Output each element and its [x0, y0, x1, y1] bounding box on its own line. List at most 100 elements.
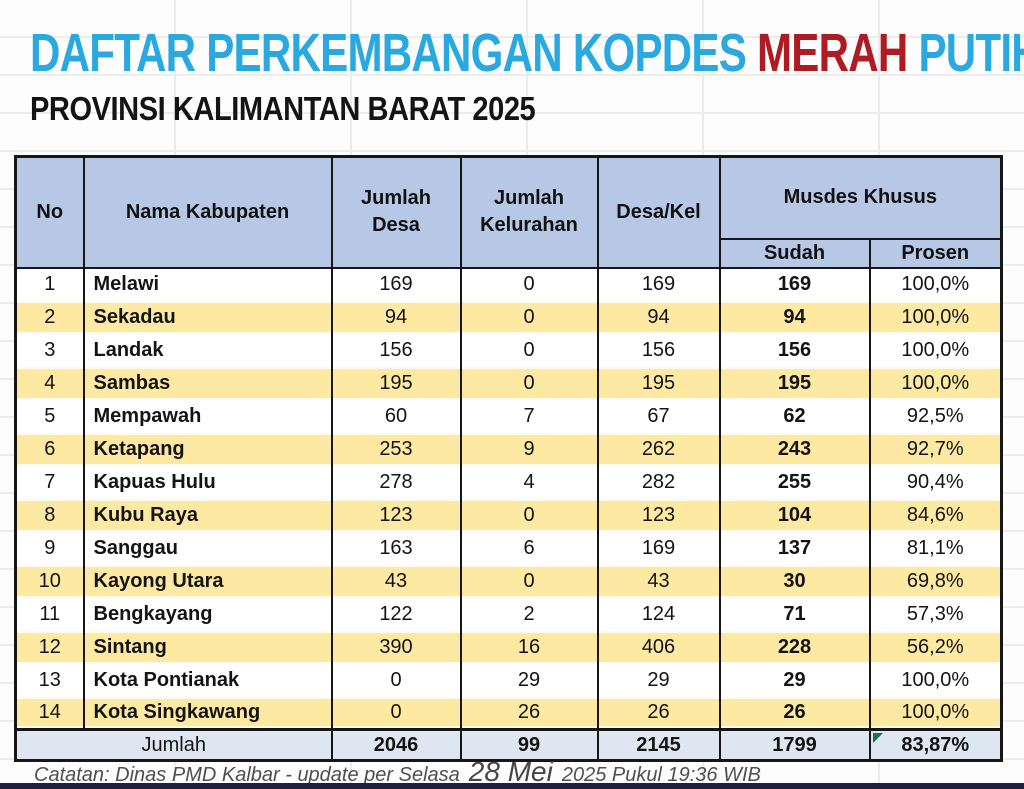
table-row: 13 Kota Pontianak 0 29 29 29 100,0% — [14, 663, 1003, 697]
cell-jumlah-kelurahan: 26 — [459, 696, 599, 730]
cell-musdes-sudah: 62 — [718, 399, 871, 433]
cell-musdes-prosen: 69,8% — [868, 564, 1003, 598]
cell-jumlah-kelurahan: 9 — [459, 432, 599, 466]
cell-musdes-prosen: 100,0% — [868, 696, 1003, 730]
cell-musdes-sudah: 29 — [718, 663, 871, 697]
cell-no: 8 — [14, 498, 85, 532]
cell-musdes-sudah: 195 — [718, 366, 871, 400]
cell-musdes-prosen: 92,7% — [868, 432, 1003, 466]
cell-musdes-sudah: 156 — [718, 333, 871, 367]
cell-musdes-sudah: 228 — [718, 630, 871, 664]
cell-jumlah-desa: 253 — [330, 432, 462, 466]
cell-no: 10 — [14, 564, 85, 598]
kopdes-table: No Nama Kabupaten Jumlah Desa Jumlah Kel… — [14, 155, 1004, 762]
cell-musdes-sudah: 71 — [718, 597, 871, 631]
cell-desa-kel: 195 — [596, 366, 721, 400]
cell-no: 6 — [14, 432, 85, 466]
cell-jumlah-kelurahan: 7 — [459, 399, 599, 433]
header-jumlah-kelurahan: Jumlah Kelurahan — [459, 155, 599, 269]
cell-desa-kel: 94 — [596, 300, 721, 334]
cell-musdes-sudah: 94 — [718, 300, 871, 334]
table-row: 12 Sintang 390 16 406 228 56,2% — [14, 630, 1003, 664]
table-row: 4 Sambas 195 0 195 195 100,0% — [14, 366, 1003, 400]
cell-jumlah-kelurahan: 0 — [459, 366, 599, 400]
header-musdes-khusus: Musdes Khusus — [718, 155, 1003, 240]
cell-musdes-sudah: 255 — [718, 465, 871, 499]
cell-desa-kel: 67 — [596, 399, 721, 433]
page-subtitle: PROVINSI KALIMANTAN BARAT 2025 — [30, 90, 536, 127]
cell-jumlah-kelurahan: 0 — [459, 300, 599, 334]
total-prosen-value: 83,87% — [901, 733, 970, 756]
cell-kabupaten-name: Kayong Utara — [82, 564, 333, 598]
cell-kabupaten-name: Kubu Raya — [82, 498, 333, 532]
cell-jumlah-desa: 123 — [330, 498, 462, 532]
cell-no: 1 — [14, 267, 85, 301]
cell-jumlah-desa: 43 — [330, 564, 462, 598]
cell-musdes-prosen: 57,3% — [868, 597, 1003, 631]
cell-kabupaten-name: Melawi — [82, 267, 333, 301]
cell-musdes-prosen: 81,1% — [868, 531, 1003, 565]
cell-desa-kel: 156 — [596, 333, 721, 367]
cell-musdes-prosen: 100,0% — [868, 300, 1003, 334]
table-row: 1 Melawi 169 0 169 169 100,0% — [14, 267, 1003, 301]
cell-no: 5 — [14, 399, 85, 433]
cell-musdes-prosen: 92,5% — [868, 399, 1003, 433]
header-sudah: Sudah — [718, 237, 871, 269]
cell-musdes-prosen: 56,2% — [868, 630, 1003, 664]
table-row: 8 Kubu Raya 123 0 123 104 84,6% — [14, 498, 1003, 532]
cell-desa-kel: 169 — [596, 267, 721, 301]
cell-desa-kel: 123 — [596, 498, 721, 532]
title-part-blue-2: PUTIH — [918, 23, 1024, 83]
cell-jumlah-desa: 0 — [330, 696, 462, 730]
cell-no: 9 — [14, 531, 85, 565]
table-row: 6 Ketapang 253 9 262 243 92,7% — [14, 432, 1003, 466]
cell-musdes-sudah: 30 — [718, 564, 871, 598]
table-body: 1 Melawi 169 0 169 169 100,0% 2 Sekadau … — [14, 267, 1003, 730]
table-row: 5 Mempawah 60 7 67 62 92,5% — [14, 399, 1003, 433]
cell-jumlah-kelurahan: 0 — [459, 267, 599, 301]
cell-jumlah-desa: 195 — [330, 366, 462, 400]
cell-kabupaten-name: Sambas — [82, 366, 333, 400]
cell-no: 14 — [14, 696, 85, 730]
cell-kabupaten-name: Mempawah — [82, 399, 333, 433]
cell-musdes-prosen: 100,0% — [868, 333, 1003, 367]
table-row: 10 Kayong Utara 43 0 43 30 69,8% — [14, 564, 1003, 598]
table-total-row: Jumlah 2046 99 2145 1799 83,87% — [14, 728, 1003, 762]
cell-no: 3 — [14, 333, 85, 367]
footer-note-prefix: Catatan: Dinas PMD Kalbar - update per S… — [34, 764, 460, 786]
cell-jumlah-kelurahan: 16 — [459, 630, 599, 664]
table-header: No Nama Kabupaten Jumlah Desa Jumlah Kel… — [14, 155, 1003, 269]
cell-kabupaten-name: Sekadau — [82, 300, 333, 334]
table-row: 2 Sekadau 94 0 94 94 100,0% — [14, 300, 1003, 334]
cell-musdes-sudah: 104 — [718, 498, 871, 532]
cell-jumlah-desa: 0 — [330, 663, 462, 697]
cell-kabupaten-name: Ketapang — [82, 432, 333, 466]
table-row: 7 Kapuas Hulu 278 4 282 255 90,4% — [14, 465, 1003, 499]
footer-note: Catatan: Dinas PMD Kalbar - update per S… — [34, 756, 984, 788]
cell-desa-kel: 282 — [596, 465, 721, 499]
cell-jumlah-desa: 156 — [330, 333, 462, 367]
cell-jumlah-kelurahan: 29 — [459, 663, 599, 697]
header-no: No — [14, 155, 85, 269]
cell-jumlah-kelurahan: 4 — [459, 465, 599, 499]
cell-musdes-sudah: 169 — [718, 267, 871, 301]
total-musdes-prosen: 83,87% — [868, 728, 1003, 762]
total-jumlah-kelurahan: 99 — [459, 728, 599, 762]
header-prosen: Prosen — [868, 237, 1003, 269]
total-jumlah-desa: 2046 — [330, 728, 462, 762]
header-desa-kel: Desa/Kel — [596, 155, 721, 269]
table-row: 11 Bengkayang 122 2 124 71 57,3% — [14, 597, 1003, 631]
table-row: 14 Kota Singkawang 0 26 26 26 100,0% — [14, 696, 1003, 730]
total-desa-kel: 2145 — [596, 728, 721, 762]
cell-desa-kel: 124 — [596, 597, 721, 631]
cell-jumlah-desa: 94 — [330, 300, 462, 334]
cell-jumlah-desa: 278 — [330, 465, 462, 499]
cell-no: 13 — [14, 663, 85, 697]
cell-jumlah-kelurahan: 6 — [459, 531, 599, 565]
cell-jumlah-desa: 60 — [330, 399, 462, 433]
cell-kabupaten-name: Sintang — [82, 630, 333, 664]
table-row: 9 Sanggau 163 6 169 137 81,1% — [14, 531, 1003, 565]
header-jumlah-desa: Jumlah Desa — [330, 155, 462, 269]
cell-desa-kel: 406 — [596, 630, 721, 664]
cell-jumlah-desa: 169 — [330, 267, 462, 301]
